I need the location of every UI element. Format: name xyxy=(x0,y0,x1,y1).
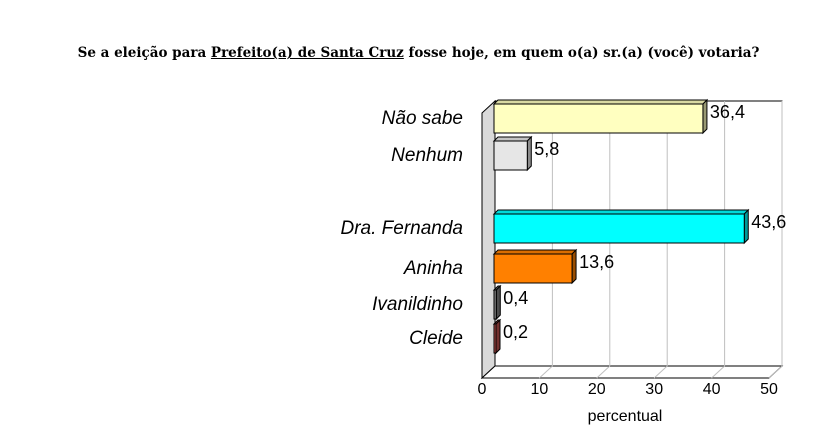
title-after: fosse hoje, em quem o(a) sr.(a) (você) v… xyxy=(403,45,760,61)
x-axis-label: percentual xyxy=(588,408,663,425)
x-tick-label: 20 xyxy=(588,381,606,398)
bar-side-face xyxy=(571,248,577,285)
bar xyxy=(493,253,573,284)
chart-title: Se a eleição para Prefeito(a) de Santa C… xyxy=(0,45,837,61)
bar-top-face xyxy=(492,249,578,255)
bar-side-face xyxy=(495,284,501,321)
bar xyxy=(493,103,704,134)
bar xyxy=(493,323,497,354)
chart-side-wall xyxy=(481,99,496,380)
gridline-floor xyxy=(768,365,783,379)
chart-floor xyxy=(480,365,784,379)
x-tick-label: 50 xyxy=(760,381,778,398)
title-underlined: Prefeito(a) de Santa Cruz xyxy=(210,45,404,61)
data-label: 43,6 xyxy=(751,212,786,232)
title-before: Se a eleição para xyxy=(77,45,211,61)
gridline-floor xyxy=(711,365,725,379)
category-label: Cleide xyxy=(409,328,463,349)
bar xyxy=(493,289,497,320)
bar xyxy=(493,213,745,244)
bar-top-face xyxy=(492,99,709,105)
bar-side-face xyxy=(743,208,749,245)
data-label: 5,8 xyxy=(534,139,559,159)
gridline-floor xyxy=(596,365,611,379)
data-label: 0,2 xyxy=(503,322,528,342)
x-tick-label: 40 xyxy=(703,381,721,398)
category-label: Ivanildinho xyxy=(372,294,463,315)
category-label: Não sabe xyxy=(382,108,463,129)
data-label: 0,4 xyxy=(503,288,528,308)
gridline-floor xyxy=(539,365,553,379)
bar-top-face xyxy=(492,136,533,142)
category-label: Dra. Fernanda xyxy=(340,218,463,239)
bar xyxy=(493,140,528,171)
x-tick-label: 30 xyxy=(645,381,663,398)
bar-side-face xyxy=(495,318,501,355)
category-label: Aninha xyxy=(403,258,463,279)
x-tick-label: 10 xyxy=(531,381,549,398)
x-tick-label: 0 xyxy=(478,381,487,398)
data-label: 36,4 xyxy=(710,102,745,122)
bar-top-face xyxy=(492,209,750,215)
bar-side-face xyxy=(702,98,708,135)
data-label: 13,6 xyxy=(579,252,614,272)
gridline-floor xyxy=(653,365,668,379)
bar-side-face xyxy=(526,135,532,172)
category-label: Nenhum xyxy=(391,145,463,166)
